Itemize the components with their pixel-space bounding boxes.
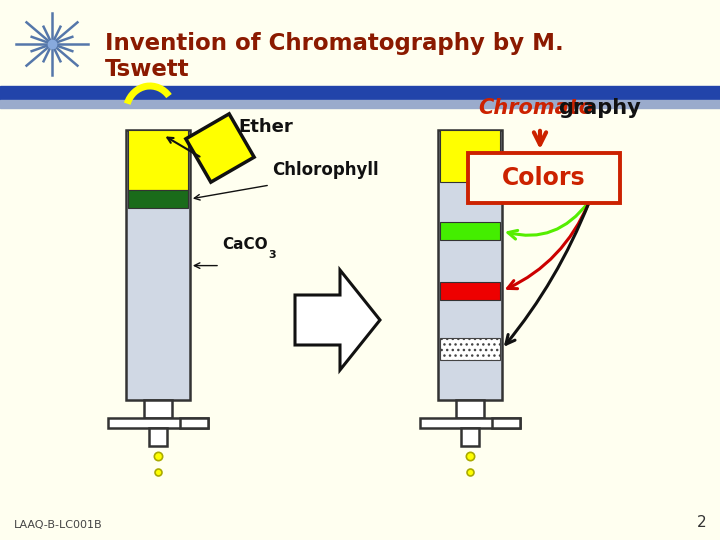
Bar [0,0,720,88]
Bar [461,428,479,446]
Text: Ether: Ether [238,118,293,136]
Bar [108,418,208,428]
Bar [0,100,720,108]
Text: Tswett: Tswett [105,58,189,81]
Bar [144,400,172,418]
Text: LAAQ-B-LC001B: LAAQ-B-LC001B [14,520,103,530]
Text: graphy: graphy [558,98,641,118]
Text: Chromato: Chromato [478,98,593,118]
Text: Chlorophyll: Chlorophyll [272,161,379,179]
Bar [180,418,208,428]
Bar [440,130,500,182]
Bar [186,114,254,182]
Polygon shape [295,270,380,370]
Bar [420,418,520,428]
Text: CaCO: CaCO [222,237,268,252]
Bar [440,282,500,300]
Bar [438,130,502,400]
Bar [128,190,188,208]
Bar [440,222,500,240]
Text: Invention of Chromatography by M.: Invention of Chromatography by M. [105,32,564,55]
Bar [492,418,520,428]
Bar [440,338,500,360]
Bar [128,130,188,190]
Bar [456,400,484,418]
Text: 3: 3 [268,249,276,260]
Text: Colors: Colors [502,166,586,190]
Bar [0,86,720,100]
Bar [149,428,167,446]
Text: 2: 2 [696,515,706,530]
Bar [126,130,190,400]
FancyBboxPatch shape [468,153,620,203]
